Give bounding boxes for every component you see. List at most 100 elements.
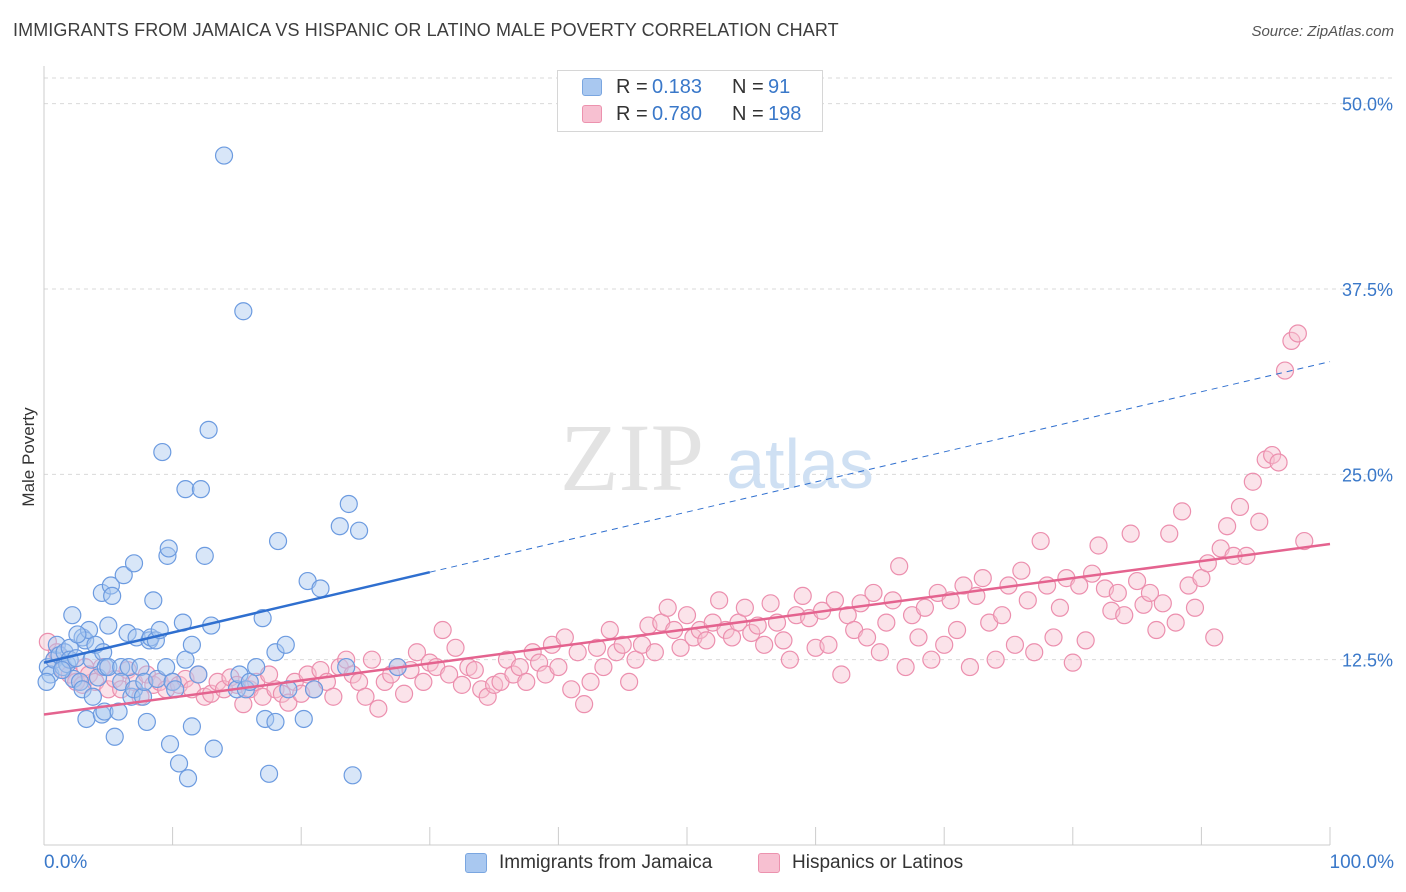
jamaica-point	[304, 680, 324, 699]
hispanics-point	[446, 638, 465, 657]
n-label: N =	[732, 102, 764, 125]
gridlines	[44, 77, 1394, 661]
hispanics-point	[530, 653, 549, 672]
y-tick-label: 50.0%	[1342, 95, 1393, 115]
hispanics-point	[1185, 598, 1205, 617]
hispanics-point	[896, 657, 915, 677]
hispanics-point	[1005, 635, 1025, 654]
hispanics-point	[735, 598, 754, 617]
watermark-atlas: atlas	[726, 425, 874, 503]
jamaica-point	[279, 680, 298, 699]
hispanics-point	[1295, 531, 1314, 551]
hispanics-point	[407, 643, 427, 662]
jamaica-point	[253, 609, 272, 628]
jamaica-point	[124, 554, 144, 573]
hispanics-point	[600, 620, 619, 640]
hispanics-point	[954, 576, 973, 595]
jamaica-point	[103, 586, 122, 606]
hispanics-point	[594, 657, 613, 677]
axes	[43, 66, 1331, 846]
legend-item-hispanic[interactable]: Hispanics or Latinos	[758, 852, 963, 874]
hispanics-point	[870, 643, 890, 662]
hispanics-point	[1160, 524, 1179, 543]
hispanics-point	[890, 557, 909, 576]
hispanics-point	[1140, 583, 1160, 603]
y-tick-labels: 12.5% 25.0% 37.5% 50.0%	[1342, 95, 1393, 671]
hispanics-point	[414, 672, 433, 692]
jamaica-point	[294, 709, 313, 729]
hispanics-point	[607, 643, 626, 662]
hispanics-point	[1250, 512, 1269, 531]
hispanics-point	[877, 613, 896, 632]
jamaica-point	[137, 712, 156, 732]
chart-title: IMMIGRANTS FROM JAMAICA VS HISPANIC OR L…	[13, 20, 839, 40]
jamaica-point	[67, 649, 86, 668]
hispanics-point	[465, 660, 484, 680]
jamaica-point	[118, 623, 137, 643]
hispanics-point	[658, 598, 677, 617]
n-value: 198	[768, 102, 802, 125]
hispanics-point	[1115, 606, 1134, 625]
jamaica-point	[160, 735, 180, 754]
jamaica-point	[247, 657, 266, 677]
jamaica-point	[68, 625, 87, 644]
jamaica-point	[73, 680, 92, 699]
legend-label-jamaica: Immigrants from Jamaica	[499, 852, 713, 873]
hispanics-point	[1025, 643, 1044, 662]
jamaica-point	[189, 665, 208, 684]
hispanics-point	[555, 628, 574, 647]
jamaica-point	[99, 657, 118, 677]
hispanics-point	[825, 591, 844, 610]
hispanics-point	[439, 665, 459, 684]
hispanics-point	[1269, 453, 1288, 472]
hispanics-point	[774, 631, 793, 650]
hispanics-point	[369, 699, 388, 718]
jamaica-trendline-extension	[429, 361, 1331, 573]
hispanics-point	[755, 635, 774, 654]
jamaica-point	[191, 480, 210, 499]
jamaica-point	[114, 566, 133, 585]
hispanics-point	[1121, 524, 1140, 543]
jamaica-point	[131, 657, 150, 677]
hispanics-point	[761, 594, 780, 613]
hispanics-point	[1031, 531, 1050, 551]
x-tick-min: 0.0%	[44, 852, 88, 873]
hispanics-trendline	[43, 542, 1331, 716]
hispanics-point	[478, 687, 497, 706]
jamaica-point	[99, 616, 118, 635]
hispanics-point	[793, 586, 812, 606]
hispanics-point	[1044, 628, 1063, 647]
jamaica-point	[158, 546, 177, 565]
hispanics-point	[742, 623, 761, 643]
hispanics-point	[780, 650, 799, 669]
n-value: 91	[768, 75, 791, 98]
jamaica-point	[204, 739, 223, 758]
jamaica-trendline	[43, 570, 431, 664]
jamaica-point	[182, 635, 201, 654]
hispanics-point	[1153, 594, 1172, 613]
jamaica-point	[63, 606, 82, 625]
jamaica-point	[77, 709, 96, 729]
jamaica-point	[109, 702, 128, 721]
hispanics-point	[1063, 653, 1082, 672]
legend-item-jamaica[interactable]: Immigrants from Jamaica	[465, 852, 712, 874]
jamaica-point	[105, 727, 124, 746]
hispanics-point	[1147, 620, 1166, 640]
series-legend: Immigrants from Jamaica Hispanics or Lat…	[0, 852, 1406, 878]
hispanic-legend-swatch	[758, 853, 780, 873]
hispanics-point	[1050, 598, 1070, 617]
jamaica-point	[38, 657, 57, 677]
hispanics-point	[613, 635, 632, 654]
hispanics-point	[1089, 536, 1108, 555]
hispanics-point	[922, 650, 941, 669]
jamaica-point	[349, 521, 369, 540]
jamaica-point	[37, 672, 56, 692]
hispanics-point	[1205, 628, 1224, 647]
jamaica-point	[343, 766, 362, 785]
jamaica-point	[52, 660, 72, 680]
watermark-zip: ZIP	[560, 404, 704, 511]
hispanics-point	[356, 687, 375, 706]
jamaica-point	[268, 531, 288, 551]
hispanics-point	[1230, 497, 1250, 517]
hispanics-point	[935, 635, 954, 654]
